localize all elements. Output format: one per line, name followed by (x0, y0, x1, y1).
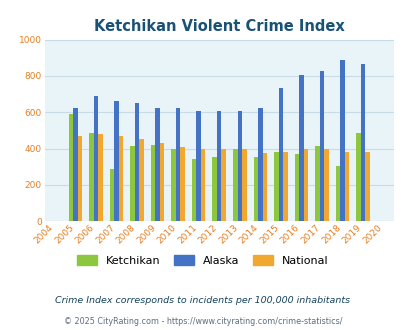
Bar (171, 149, 175, 221)
Bar (212, 157, 216, 221)
Bar (298, 75, 303, 221)
Bar (364, 151, 369, 221)
Legend: Ketchikan, Alaska, National: Ketchikan, Alaska, National (73, 250, 332, 270)
Bar (258, 108, 262, 221)
Bar (221, 149, 226, 221)
Text: © 2025 CityRating.com - https://www.cityrating.com/crime-statistics/: © 2025 CityRating.com - https://www.city… (64, 317, 341, 326)
Title: Ketchikan Violent Crime Index: Ketchikan Violent Crime Index (94, 19, 344, 34)
Bar (216, 111, 221, 221)
Bar (160, 143, 164, 221)
Bar (282, 151, 287, 221)
Bar (89, 133, 94, 221)
Bar (344, 151, 348, 221)
Bar (68, 114, 73, 221)
Bar (360, 64, 364, 221)
Bar (339, 60, 344, 221)
Bar (77, 136, 82, 221)
Text: Crime Index corresponds to incidents per 100,000 inhabitants: Crime Index corresponds to incidents per… (55, 296, 350, 305)
Bar (139, 139, 143, 221)
Bar (98, 134, 102, 221)
Bar (278, 88, 282, 221)
Bar (232, 149, 237, 221)
Bar (180, 147, 185, 221)
Bar (303, 149, 307, 221)
Bar (119, 136, 123, 221)
Bar (237, 111, 241, 221)
Bar (151, 145, 155, 221)
Bar (155, 108, 160, 221)
Bar (109, 169, 114, 221)
Bar (294, 154, 298, 221)
Bar (114, 101, 119, 221)
Bar (273, 152, 278, 221)
Bar (196, 111, 200, 221)
Bar (262, 153, 266, 221)
Bar (319, 71, 324, 221)
Bar (134, 103, 139, 221)
Bar (335, 166, 339, 221)
Bar (200, 149, 205, 221)
Bar (175, 108, 180, 221)
Bar (192, 159, 196, 221)
Bar (314, 146, 319, 221)
Bar (241, 149, 246, 221)
Bar (73, 108, 77, 221)
Bar (324, 148, 328, 221)
Bar (253, 157, 258, 221)
Bar (130, 146, 134, 221)
Bar (355, 133, 360, 221)
Bar (94, 96, 98, 221)
